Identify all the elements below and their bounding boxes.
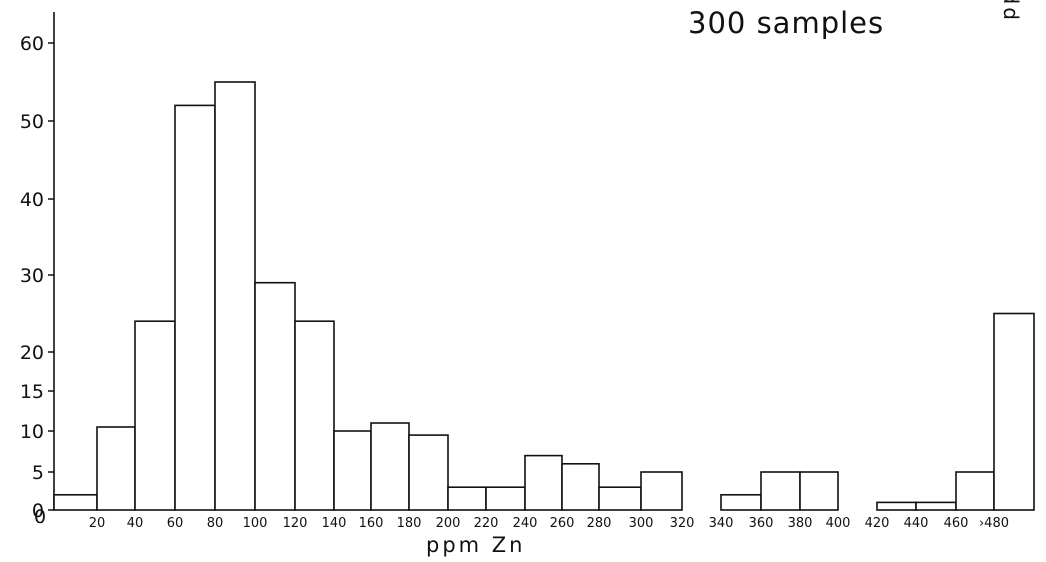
x-tick-label: 20 [89,516,106,531]
x-tick-label: 140 [322,516,347,531]
x-tick-label: 160 [359,516,384,531]
histogram-bars [53,81,1035,511]
histogram-bar [408,434,449,511]
x-tick-label: 460 [944,516,969,531]
x-tick-label: 180 [397,516,422,531]
x-tick-label: 220 [474,516,499,531]
histogram-bar [524,454,563,511]
y-tick-label: 0 [32,500,44,522]
y-tick-label: 5 [32,462,44,484]
x-tick-label: 400 [826,516,851,531]
histogram-bar [799,471,839,511]
histogram-bar [993,312,1035,511]
x-tick-label: 200 [436,516,461,531]
x-tick-label: 320 [670,516,695,531]
histogram-bar [640,471,683,511]
x-tick-label: 240 [513,516,538,531]
y-tick-label: 40 [20,189,44,211]
histogram-bar [760,471,801,511]
x-tick-label: 420 [865,516,890,531]
y-tick-label: 50 [20,111,44,133]
x-tick-label: ›480 [979,516,1009,531]
histogram-bar [333,430,372,511]
x-tick-label: 260 [550,516,575,531]
histogram-bar [254,281,296,511]
histogram-bar [214,81,256,511]
x-tick-label: 80 [207,516,224,531]
histogram-bar [485,486,526,511]
x-tick-label: 440 [904,516,929,531]
histogram-bar [598,486,642,511]
x-origin-label: 0 [34,506,46,528]
histogram-bar [955,471,995,511]
x-tick-label: 280 [587,516,612,531]
y-tick-label: 30 [20,265,44,287]
x-axis-label: ppm Zn [426,533,526,557]
x-tick-labels: 20 40 60 80 100 120 140 160 180 200 220 240 260 280 30… [34,506,1009,531]
histogram-bar [96,426,136,511]
x-tick-label: 300 [629,516,654,531]
x-tick-label: 380 [788,516,813,531]
chart-title: 300 samples [688,6,885,40]
y-axis: 0 5 10 15 20 30 40 50 60 [20,12,55,522]
x-tick-label: 40 [127,516,144,531]
histogram-bar [134,320,176,511]
x-tick-label: 340 [709,516,734,531]
y-tick-label: 60 [20,33,44,55]
histogram-bar [294,320,335,511]
histogram-bar [174,104,216,511]
x-tick-label: 120 [283,516,308,531]
y-tick-label: 20 [20,342,44,364]
histogram-bar [915,501,957,511]
cut-off-axis-label: ppm Zn [996,0,1020,20]
x-tick-label: 100 [243,516,268,531]
histogram-bar [370,422,410,511]
y-tick-label: 10 [20,421,44,443]
histogram-bar [561,462,600,511]
histogram-bar [720,493,762,511]
histogram-bar [447,486,487,511]
x-tick-label: 360 [749,516,774,531]
histogram-bar [53,493,98,511]
histogram-bar [876,501,917,511]
y-tick-label: 15 [20,381,44,403]
x-tick-label: 60 [167,516,184,531]
